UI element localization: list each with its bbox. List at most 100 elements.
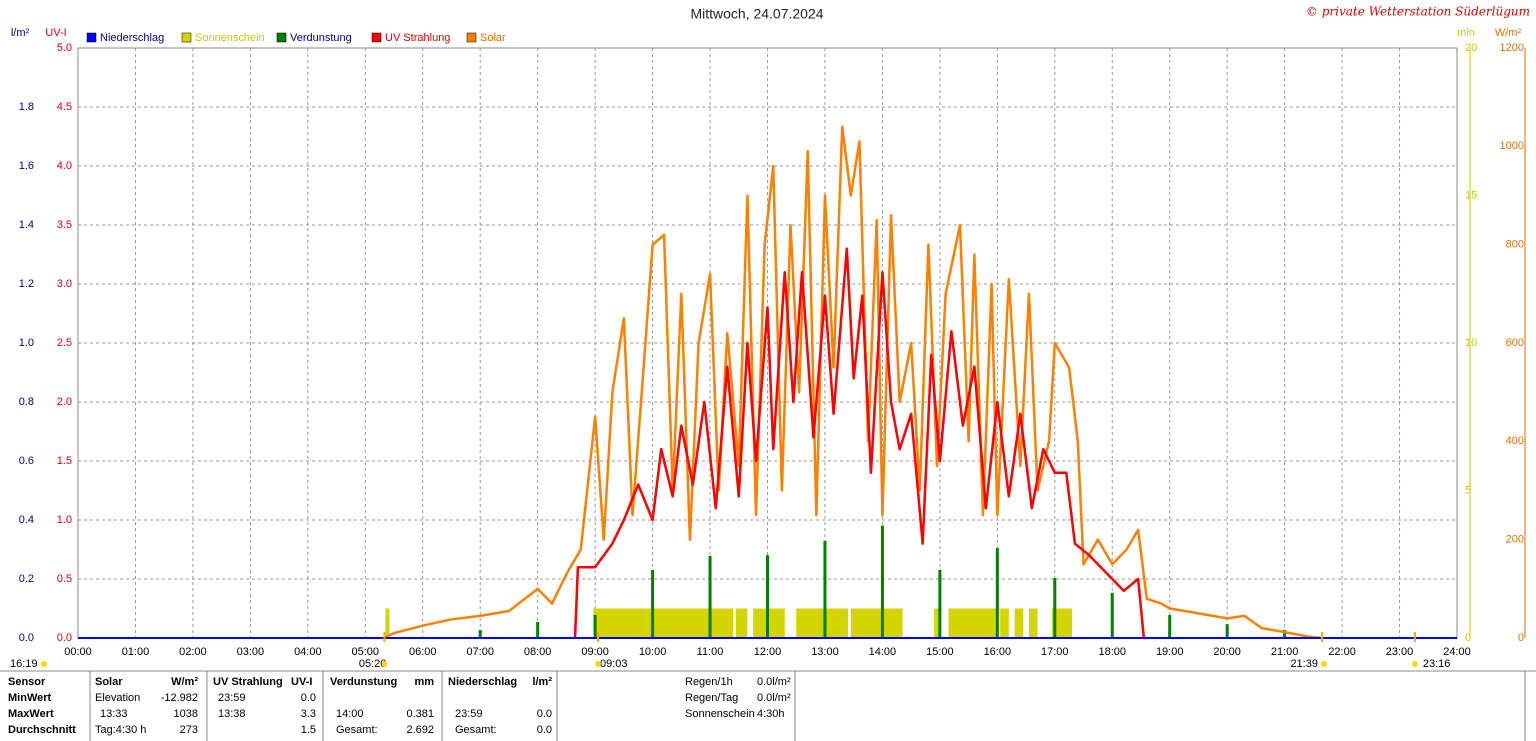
- x-tick-label: 03:00: [237, 646, 265, 658]
- evaporation-bar: [1110, 592, 1114, 638]
- sunshine-block: [646, 608, 734, 638]
- table-cell: Tag:4:30 h: [95, 724, 146, 736]
- evaporation-bar: [536, 622, 540, 638]
- table-cell: 13:38: [218, 708, 246, 720]
- legend-swatch: [466, 32, 477, 43]
- y-tick-label: 0.8: [19, 396, 34, 408]
- x-tick-label: 09:00: [581, 646, 609, 658]
- x-tick-label: 14:00: [869, 646, 897, 658]
- legend-swatch: [86, 32, 97, 43]
- summary-value: 4:30h: [757, 708, 785, 720]
- table-header: Sensor: [8, 676, 46, 688]
- x-tick-label: 19:00: [1156, 646, 1184, 658]
- table-cell: 0.0: [301, 692, 316, 704]
- legend-swatch: [276, 32, 287, 43]
- y2-tick-label: 3.5: [57, 219, 72, 231]
- x-tick-label: 24:00: [1443, 646, 1471, 658]
- y2-tick-label: 5.0: [57, 42, 72, 54]
- x-tick-label: 20:00: [1213, 646, 1241, 658]
- y2-tick-label: 0.0: [57, 632, 72, 644]
- x-tick-label: 23:00: [1386, 646, 1414, 658]
- y3-tick-label: 10: [1465, 337, 1477, 349]
- time-label: 16:19: [10, 658, 38, 670]
- legend-label: UV Strahlung: [385, 32, 450, 44]
- table-cell: Gesamt:: [455, 724, 497, 736]
- legend-label: Solar: [480, 32, 506, 44]
- table-cell: 2.692: [406, 724, 434, 736]
- row-label: MinWert: [8, 692, 52, 704]
- sunshine-block: [735, 608, 748, 638]
- y4-tick-label: 600: [1506, 337, 1524, 349]
- x-tick-label: 02:00: [179, 646, 207, 658]
- sunshine-block: [850, 608, 903, 638]
- x-tick-label: 15:00: [926, 646, 954, 658]
- event-icon: [381, 661, 388, 667]
- evaporation-bar: [1225, 624, 1229, 638]
- y2-tick-label: 1.0: [57, 514, 72, 526]
- x-tick-label: 00:00: [64, 646, 92, 658]
- y3-tick-label: 15: [1465, 189, 1477, 201]
- table-cell: 0.0: [537, 724, 552, 736]
- y4-tick-label: 200: [1506, 534, 1524, 546]
- y-tick-label: 0.0: [19, 632, 34, 644]
- evaporation-bar: [823, 540, 827, 638]
- table-cell: 0.0: [537, 708, 552, 720]
- evaporation-bar: [1053, 578, 1057, 638]
- x-tick-label: 12:00: [754, 646, 782, 658]
- summary-value: 0.0l/m²: [757, 676, 791, 688]
- y2-tick-label: 4.0: [57, 160, 72, 172]
- table-cell: 1.5: [301, 724, 316, 736]
- sunshine-block: [1051, 608, 1073, 638]
- y-tick-label: 0.6: [19, 455, 34, 467]
- x-tick-label: 04:00: [294, 646, 322, 658]
- y2-tick-label: 4.5: [57, 101, 72, 113]
- x-tick-label: 06:00: [409, 646, 437, 658]
- evaporation-bar: [1168, 614, 1172, 638]
- evaporation-bar: [478, 630, 482, 638]
- x-tick-label: 05:00: [352, 646, 380, 658]
- table-cell: 13:33: [100, 708, 128, 720]
- table-header: UV-I: [291, 676, 312, 688]
- table-cell: 14:00: [336, 708, 364, 720]
- stats-table: Sensor Solar W/m² UV Strahlung UV-I Verdunstu…: [0, 670, 1536, 741]
- x-tick-label: 22:00: [1328, 646, 1356, 658]
- event-label: 21:39: [1290, 658, 1318, 670]
- table-header: UV Strahlung: [213, 676, 283, 688]
- y-tick-label: 1.0: [19, 337, 34, 349]
- table-header: Solar: [95, 676, 123, 688]
- x-tick-label: 08:00: [524, 646, 552, 658]
- table-cell: -12.982: [161, 692, 198, 704]
- y2-tick-label: 2.5: [57, 337, 72, 349]
- evaporation-bar: [1283, 630, 1287, 638]
- table-cell: 3.3: [301, 708, 316, 720]
- y4-tick-label: 800: [1506, 239, 1524, 251]
- row-label: MaxWert: [8, 708, 54, 720]
- legend-label: Sonnenschein: [195, 32, 265, 44]
- table-cell: Gesamt:: [336, 724, 378, 736]
- chart-title: Mittwoch, 24.07.2024: [690, 6, 823, 22]
- event-label: 05:20: [359, 658, 387, 670]
- event-icon: [1411, 661, 1418, 667]
- y-tick-label: 1.2: [19, 278, 34, 290]
- y2-tick-label: 1.5: [57, 455, 72, 467]
- x-tick-label: 07:00: [466, 646, 494, 658]
- table-header: l/m²: [532, 676, 552, 688]
- event-icon: [1320, 661, 1327, 667]
- table-header: Verdunstung: [330, 676, 397, 688]
- y-tick-label: 1.6: [19, 160, 34, 172]
- y-tick-label: 0.4: [19, 514, 34, 526]
- evaporation-bar: [651, 569, 655, 638]
- y-axis-title: l/m²: [11, 27, 30, 39]
- y2-tick-label: 0.5: [57, 573, 72, 585]
- summary-label: Regen/1h: [685, 676, 733, 688]
- x-tick-label: 11:00: [697, 646, 724, 658]
- sunshine-block: [593, 608, 647, 638]
- sunshine-block: [1028, 608, 1038, 638]
- row-label: Durchschnitt: [8, 724, 76, 736]
- table-cell: 23:59: [455, 708, 483, 720]
- x-tick-label: 13:00: [811, 646, 839, 658]
- event-label: 09:03: [600, 658, 628, 670]
- y2-tick-label: 3.0: [57, 278, 72, 290]
- y-tick-label: 1.8: [19, 101, 34, 113]
- evaporation-bar: [995, 548, 999, 638]
